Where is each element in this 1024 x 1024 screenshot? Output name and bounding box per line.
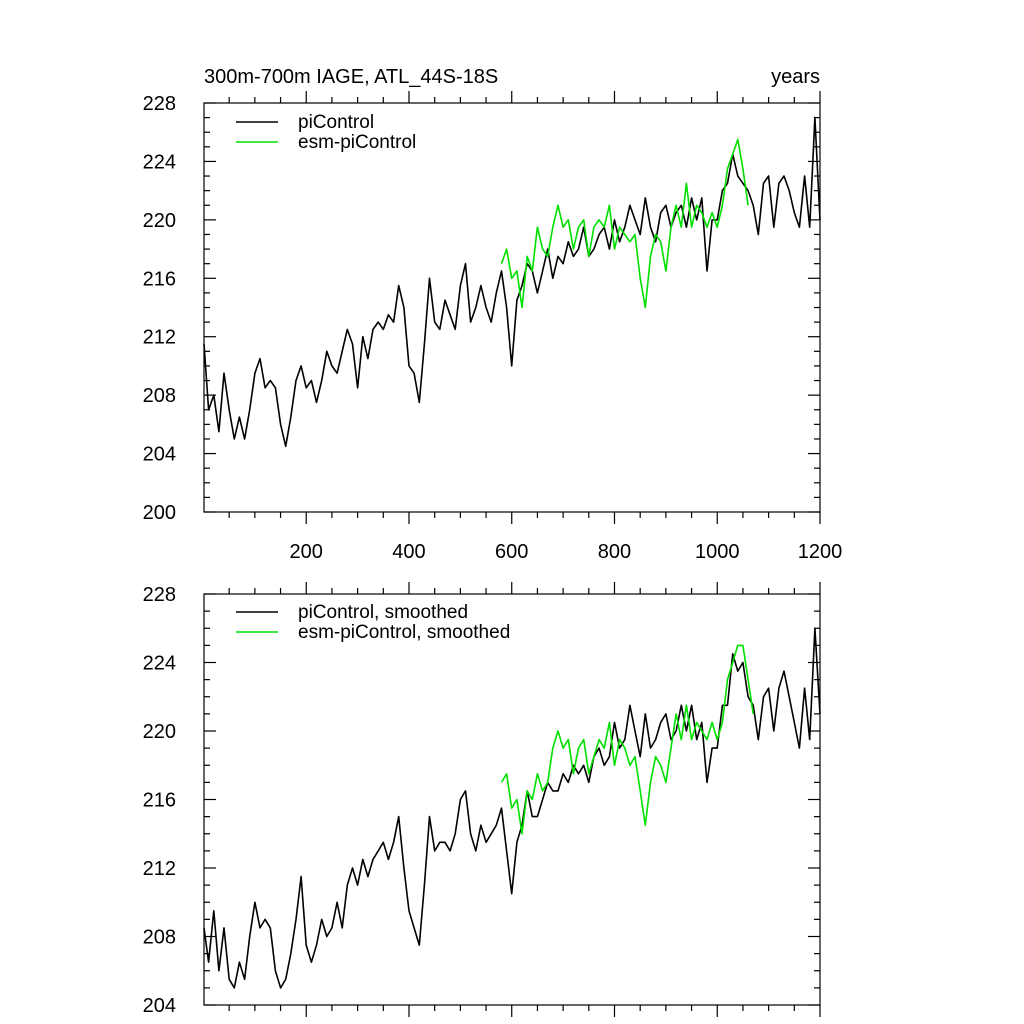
series-line-1 <box>500 644 754 835</box>
axis-ticks: 204 208 212 216 220 224 228 <box>143 582 821 1017</box>
x-tick-label: 1000 <box>695 541 740 563</box>
y-tick-label: 216 <box>143 790 176 812</box>
top-panel: 300m-700m IAGE, ATL_44S-18S years 200 204… <box>143 66 843 563</box>
x-tick-label: 800 <box>598 541 631 563</box>
x-tick-label: 1200 <box>798 541 843 563</box>
legend-label: piControl, smoothed <box>298 602 468 623</box>
legend-label: piControl <box>298 112 374 133</box>
y-tick-label: 224 <box>143 151 176 173</box>
y-tick-label: 212 <box>143 327 176 349</box>
y-tick-label: 208 <box>143 385 176 407</box>
chart-title: 300m-700m IAGE, ATL_44S-18S <box>204 66 498 88</box>
plot-lines <box>203 627 821 989</box>
y-tick-label: 208 <box>143 927 176 949</box>
x-tick-label: 400 <box>392 541 425 563</box>
y-tick-label: 228 <box>143 93 176 115</box>
chart-title-units: years <box>771 66 820 88</box>
series-line-0 <box>203 116 821 448</box>
y-tick-label: 220 <box>143 210 176 232</box>
legend-label: esm-piControl, smoothed <box>298 622 510 643</box>
y-tick-label: 224 <box>143 653 176 675</box>
bottom-panel: 204 208 212 216 220 224 228 piControl, smoothe… <box>143 582 821 1017</box>
y-tick-label: 228 <box>143 584 176 606</box>
y-tick-label: 216 <box>143 268 176 290</box>
y-tick-label: 204 <box>143 444 176 466</box>
plot-frame <box>203 102 821 513</box>
y-tick-label: 204 <box>143 995 176 1017</box>
plot-frame <box>203 593 821 1006</box>
x-tick-label: 200 <box>290 541 323 563</box>
y-tick-label: 212 <box>143 858 176 880</box>
axis-ticks: 200 204 208 212 216 220 224 228 200 400 600 800 1000… <box>143 91 843 563</box>
series-line-1 <box>500 138 749 309</box>
series-line-0 <box>203 627 821 989</box>
plot-lines <box>203 116 821 448</box>
y-tick-label: 220 <box>143 721 176 743</box>
x-tick-label: 600 <box>495 541 528 563</box>
legend-label: esm-piControl <box>298 132 416 153</box>
y-tick-label: 200 <box>143 502 176 524</box>
